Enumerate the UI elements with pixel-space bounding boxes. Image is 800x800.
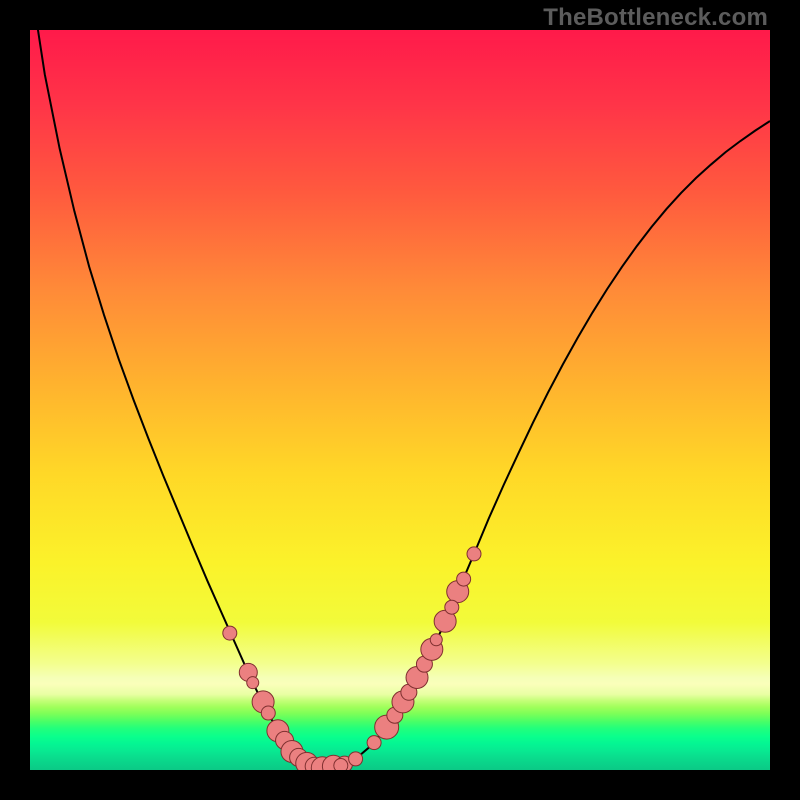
watermark-text: TheBottleneck.com	[543, 4, 768, 32]
data-marker	[223, 626, 237, 640]
data-marker	[457, 572, 471, 586]
data-marker	[467, 547, 481, 561]
data-marker	[349, 752, 363, 766]
gradient-background	[30, 30, 770, 770]
data-marker	[430, 634, 442, 646]
plot-svg	[30, 30, 770, 770]
plot-area	[30, 30, 770, 770]
data-marker	[247, 677, 259, 689]
data-marker	[445, 600, 459, 614]
data-marker	[261, 706, 275, 720]
data-marker	[367, 736, 381, 750]
data-marker	[334, 759, 348, 770]
